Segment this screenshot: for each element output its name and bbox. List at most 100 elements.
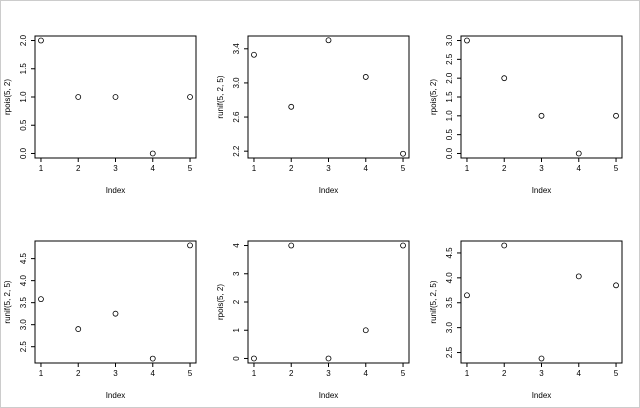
x-tick-label: 4 <box>577 164 582 173</box>
point <box>288 103 295 110</box>
x-tick-label: 3 <box>539 369 544 378</box>
x-tick-label: 2 <box>289 369 294 378</box>
x-tick-label: 5 <box>401 369 406 378</box>
y-tick-label: 0.5 <box>445 129 454 141</box>
point <box>325 355 332 362</box>
point <box>362 74 369 80</box>
y-tick-label: 0.0 <box>19 147 28 159</box>
point <box>325 37 332 44</box>
y-tick-label: 3.4 <box>232 43 241 55</box>
point <box>464 37 470 44</box>
point <box>149 150 156 157</box>
x-tick-label: 1 <box>39 164 44 173</box>
x-tick-label: 3 <box>539 164 544 173</box>
y-tick-label: 2.5 <box>19 341 28 353</box>
y-tick-label: 3.0 <box>19 319 28 331</box>
point <box>538 355 545 362</box>
x-tick-label: 4 <box>151 369 156 378</box>
y-tick-label: 2.2 <box>232 145 241 157</box>
point <box>38 296 44 303</box>
point <box>575 150 582 157</box>
x-axis-label: Index <box>106 186 126 195</box>
point <box>613 112 619 119</box>
y-tick-label: 1.5 <box>445 91 454 103</box>
x-tick-label: 3 <box>113 369 118 378</box>
y-tick-label: 0.0 <box>445 147 454 159</box>
x-axis-label: Index <box>532 186 552 195</box>
x-tick-label: 3 <box>326 164 331 173</box>
y-tick-label: 3.0 <box>232 77 241 89</box>
point <box>112 94 119 100</box>
x-tick-label: 2 <box>76 369 81 378</box>
y-tick-label: 3.5 <box>445 297 454 309</box>
y-tick-label: 4.5 <box>19 253 28 265</box>
x-tick-label: 3 <box>326 369 331 378</box>
x-tick-label: 2 <box>289 164 294 173</box>
point <box>187 242 193 249</box>
point <box>149 355 156 362</box>
x-tick-label: 5 <box>614 164 619 173</box>
point <box>75 326 82 332</box>
point <box>501 242 508 249</box>
y-tick-label: 2.5 <box>445 53 454 65</box>
y-tick-label: 0.5 <box>19 119 28 131</box>
point <box>538 112 545 119</box>
point <box>362 327 369 334</box>
x-tick-label: 1 <box>465 369 470 378</box>
point <box>288 242 295 249</box>
y-axis-label: runif(5, 2, 5) <box>216 75 225 118</box>
y-tick-label: 4.5 <box>445 247 454 259</box>
x-tick-label: 4 <box>364 164 369 173</box>
y-tick-label: 1.0 <box>19 91 28 103</box>
point <box>575 273 582 280</box>
point <box>501 75 508 82</box>
x-tick-label: 5 <box>614 369 619 378</box>
y-tick-label: 2.0 <box>19 34 28 46</box>
x-axis-label: Index <box>532 391 552 400</box>
x-tick-label: 2 <box>502 369 507 378</box>
point <box>112 310 119 317</box>
point <box>187 94 193 100</box>
point <box>38 37 44 44</box>
x-tick-label: 5 <box>401 164 406 173</box>
y-axis-label: rpois(5, 2) <box>3 79 12 115</box>
y-axis-label: rpois(5, 2) <box>429 79 438 115</box>
y-tick-label: 2.0 <box>445 72 454 84</box>
x-tick-label: 1 <box>465 164 470 173</box>
point <box>400 242 406 249</box>
x-tick-label: 4 <box>151 164 156 173</box>
point <box>464 292 470 299</box>
x-axis-label: Index <box>106 391 126 400</box>
y-tick-label: 3.0 <box>445 322 454 334</box>
x-tick-label: 2 <box>76 164 81 173</box>
x-axis-label: Index <box>319 391 339 400</box>
x-tick-label: 1 <box>252 369 257 378</box>
x-tick-label: 5 <box>188 369 193 378</box>
y-axis-label: runif(5, 2, 5) <box>3 280 12 323</box>
x-tick-label: 4 <box>364 369 369 378</box>
y-tick-label: 1 <box>232 327 241 332</box>
x-tick-label: 2 <box>502 164 507 173</box>
y-tick-label: 4.0 <box>19 275 28 287</box>
x-tick-label: 1 <box>39 369 44 378</box>
x-tick-label: 1 <box>252 164 257 173</box>
y-tick-label: 3.0 <box>445 34 454 46</box>
y-tick-label: 2.6 <box>232 111 241 123</box>
point <box>613 282 619 289</box>
y-tick-label: 1.0 <box>445 110 454 122</box>
y-tick-label: 3.5 <box>19 297 28 309</box>
y-tick-label: 4 <box>232 243 241 248</box>
y-tick-label: 0 <box>232 356 241 361</box>
x-tick-label: 5 <box>188 164 193 173</box>
y-tick-label: 3 <box>232 271 241 276</box>
x-axis-label: Index <box>319 186 339 195</box>
point <box>75 94 82 100</box>
y-axis-label: runif(5, 2, 5) <box>429 280 438 323</box>
x-tick-label: 4 <box>577 369 582 378</box>
x-tick-label: 3 <box>113 164 118 173</box>
y-tick-label: 1.5 <box>19 63 28 75</box>
y-tick-label: 2.5 <box>445 346 454 358</box>
point <box>251 355 257 362</box>
